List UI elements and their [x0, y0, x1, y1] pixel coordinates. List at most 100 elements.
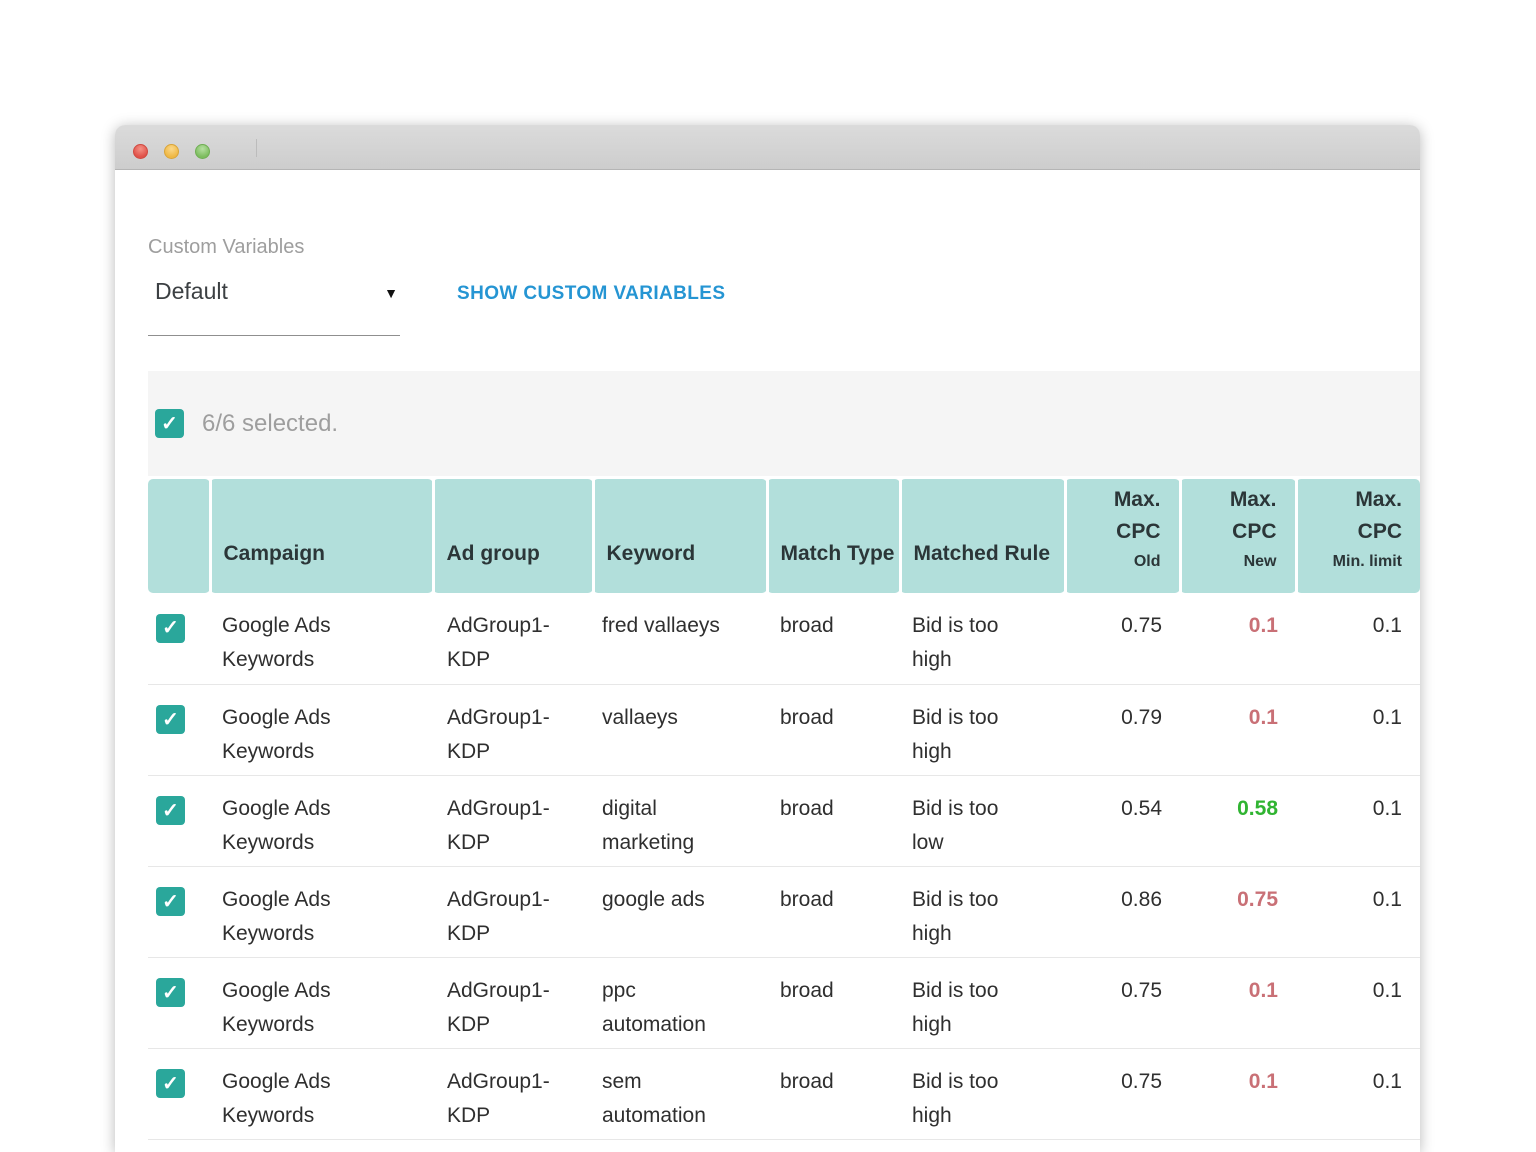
row-checkbox-cell: ✓: [148, 775, 210, 867]
keywords-table: Campaign Ad group Keyword Match Type Mat…: [148, 479, 1420, 1140]
dropdown-selected-value: Default: [155, 278, 228, 304]
header-max-cpc-old: Max. CPC Old: [1063, 479, 1180, 593]
matched-rule-cell: Bid is too low: [900, 775, 1065, 867]
table-body: ✓ Google Ads Keywords AdGroup1-KDP fred …: [148, 593, 1420, 1140]
keyword-cell: ppc automation: [593, 957, 767, 1049]
row-checkbox[interactable]: ✓: [156, 796, 185, 825]
check-icon: ✓: [162, 981, 179, 1004]
matched-rule-cell: Bid is too high: [900, 1048, 1065, 1140]
show-custom-variables-link[interactable]: SHOW CUSTOM VARIABLES: [457, 283, 726, 304]
ad-group-cell: AdGroup1-KDP: [433, 957, 593, 1049]
row-checkbox[interactable]: ✓: [156, 978, 185, 1007]
row-checkbox-cell: ✓: [148, 957, 210, 1049]
select-all-checkbox[interactable]: ✓: [155, 409, 184, 438]
titlebar-divider: [256, 139, 257, 157]
max-cpc-old-cell: 0.86: [1065, 866, 1180, 958]
header-campaign: Campaign: [208, 479, 433, 593]
header-ad-group: Ad group: [431, 479, 593, 593]
match-type-cell: broad: [767, 1048, 900, 1140]
keyword-cell: digital marketing: [593, 775, 767, 867]
row-checkbox[interactable]: ✓: [156, 613, 185, 643]
custom-variables-dropdown[interactable]: Default ▼: [148, 278, 400, 336]
keyword-cell: sem automation: [593, 1048, 767, 1140]
match-type-cell: broad: [767, 593, 900, 685]
selection-count-label: 6/6 selected.: [202, 409, 339, 437]
max-cpc-old-cell: 0.75: [1065, 1048, 1180, 1140]
window-titlebar[interactable]: [115, 125, 1420, 170]
keyword-cell: google ads: [593, 866, 767, 958]
matched-rule-cell: Bid is too high: [900, 957, 1065, 1049]
row-checkbox-cell: ✓: [148, 684, 210, 776]
max-cpc-new-cell: 0.75: [1180, 866, 1296, 958]
check-icon: ✓: [162, 708, 179, 731]
campaign-cell: Google Ads Keywords: [210, 775, 433, 867]
header-matched-rule: Matched Rule: [898, 479, 1065, 593]
traffic-lights: [133, 144, 210, 159]
max-cpc-new-cell: 0.1: [1180, 684, 1296, 776]
max-cpc-min-limit-cell: 0.1: [1296, 866, 1420, 958]
campaign-cell: Google Ads Keywords: [210, 957, 433, 1049]
match-type-cell: broad: [767, 957, 900, 1049]
campaign-cell: Google Ads Keywords: [210, 593, 433, 685]
campaign-cell: Google Ads Keywords: [210, 866, 433, 958]
minimize-button[interactable]: [164, 144, 179, 159]
table-row: ✓ Google Ads Keywords AdGroup1-KDP digit…: [148, 775, 1420, 867]
max-cpc-new-cell: 0.1: [1180, 593, 1296, 685]
ad-group-cell: AdGroup1-KDP: [433, 866, 593, 958]
max-cpc-old-cell: 0.75: [1065, 593, 1180, 685]
table-row: ✓ Google Ads Keywords AdGroup1-KDP googl…: [148, 866, 1420, 958]
header-max-cpc-min-limit: Max. CPC Min. limit: [1294, 479, 1420, 593]
max-cpc-min-limit-cell: 0.1: [1296, 775, 1420, 867]
max-cpc-new-cell: 0.1: [1180, 957, 1296, 1049]
campaign-cell: Google Ads Keywords: [210, 1048, 433, 1140]
ad-group-cell: AdGroup1-KDP: [433, 1048, 593, 1140]
max-cpc-min-limit-cell: 0.1: [1296, 957, 1420, 1049]
ad-group-cell: AdGroup1-KDP: [433, 684, 593, 776]
match-type-cell: broad: [767, 684, 900, 776]
row-checkbox-cell: ✓: [148, 1048, 210, 1140]
app-window: Custom Variables Default ▼ SHOW CUSTOM V…: [115, 125, 1420, 1152]
row-checkbox-cell: ✓: [148, 866, 210, 958]
custom-variables-row: Default ▼ SHOW CUSTOM VARIABLES: [148, 278, 1420, 336]
table-row: ✓ Google Ads Keywords AdGroup1-KDP sem a…: [148, 1048, 1420, 1140]
matched-rule-cell: Bid is too high: [900, 684, 1065, 776]
check-icon: ✓: [162, 890, 179, 913]
match-type-cell: broad: [767, 775, 900, 867]
max-cpc-min-limit-cell: 0.1: [1296, 684, 1420, 776]
check-icon: ✓: [162, 799, 179, 822]
max-cpc-min-limit-cell: 0.1: [1296, 593, 1420, 685]
keyword-cell: vallaeys: [593, 684, 767, 776]
check-icon: ✓: [162, 617, 179, 639]
row-checkbox[interactable]: ✓: [156, 1069, 185, 1098]
selection-toolbar: ✓ 6/6 selected.: [148, 371, 1420, 476]
table-header-row: Campaign Ad group Keyword Match Type Mat…: [148, 479, 1420, 593]
row-checkbox[interactable]: ✓: [156, 887, 185, 916]
max-cpc-new-cell: 0.58: [1180, 775, 1296, 867]
header-checkbox-col: [148, 479, 210, 593]
ad-group-cell: AdGroup1-KDP: [433, 775, 593, 867]
matched-rule-cell: Bid is too high: [900, 593, 1065, 685]
max-cpc-new-cell: 0.1: [1180, 1048, 1296, 1140]
table-row: ✓ Google Ads Keywords AdGroup1-KDP fred …: [148, 593, 1420, 685]
max-cpc-old-cell: 0.54: [1065, 775, 1180, 867]
header-max-cpc-new: Max. CPC New: [1178, 479, 1296, 593]
table-row: ✓ Google Ads Keywords AdGroup1-KDP ppc a…: [148, 957, 1420, 1049]
check-icon: ✓: [161, 412, 178, 435]
header-keyword: Keyword: [591, 479, 767, 593]
max-cpc-old-cell: 0.75: [1065, 957, 1180, 1049]
row-checkbox-cell: ✓: [148, 593, 210, 685]
header-match-type: Match Type: [765, 479, 900, 593]
zoom-button[interactable]: [195, 144, 210, 159]
check-icon: ✓: [162, 1072, 179, 1095]
custom-variables-label: Custom Variables: [148, 236, 305, 258]
matched-rule-cell: Bid is too high: [900, 866, 1065, 958]
max-cpc-old-cell: 0.79: [1065, 684, 1180, 776]
main-content: Custom Variables Default ▼ SHOW CUSTOM V…: [115, 236, 1420, 1140]
keyword-cell: fred vallaeys: [593, 593, 767, 685]
match-type-cell: broad: [767, 866, 900, 958]
row-checkbox[interactable]: ✓: [156, 705, 185, 734]
ad-group-cell: AdGroup1-KDP: [433, 593, 593, 685]
table-row: ✓ Google Ads Keywords AdGroup1-KDP valla…: [148, 684, 1420, 776]
close-button[interactable]: [133, 144, 148, 159]
max-cpc-min-limit-cell: 0.1: [1296, 1048, 1420, 1140]
